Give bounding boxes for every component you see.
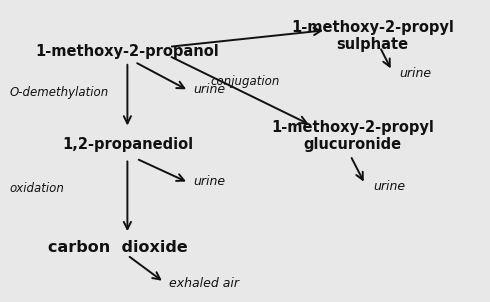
Text: urine: urine: [194, 175, 226, 188]
Text: 1,2-propanediol: 1,2-propanediol: [62, 137, 193, 153]
Text: 1-methoxy-2-propanol: 1-methoxy-2-propanol: [36, 44, 220, 59]
Text: carbon  dioxide: carbon dioxide: [48, 240, 188, 255]
Text: urine: urine: [373, 180, 406, 193]
Text: urine: urine: [194, 82, 226, 96]
Text: 1-methoxy-2-propyl
sulphate: 1-methoxy-2-propyl sulphate: [291, 20, 454, 53]
Text: 1-methoxy-2-propyl
glucuronide: 1-methoxy-2-propyl glucuronide: [271, 120, 434, 152]
Text: conjugation: conjugation: [210, 75, 280, 88]
Text: O-demethylation: O-demethylation: [10, 85, 109, 99]
Text: exhaled air: exhaled air: [169, 277, 239, 290]
Text: urine: urine: [399, 67, 432, 81]
Text: oxidation: oxidation: [10, 182, 65, 195]
